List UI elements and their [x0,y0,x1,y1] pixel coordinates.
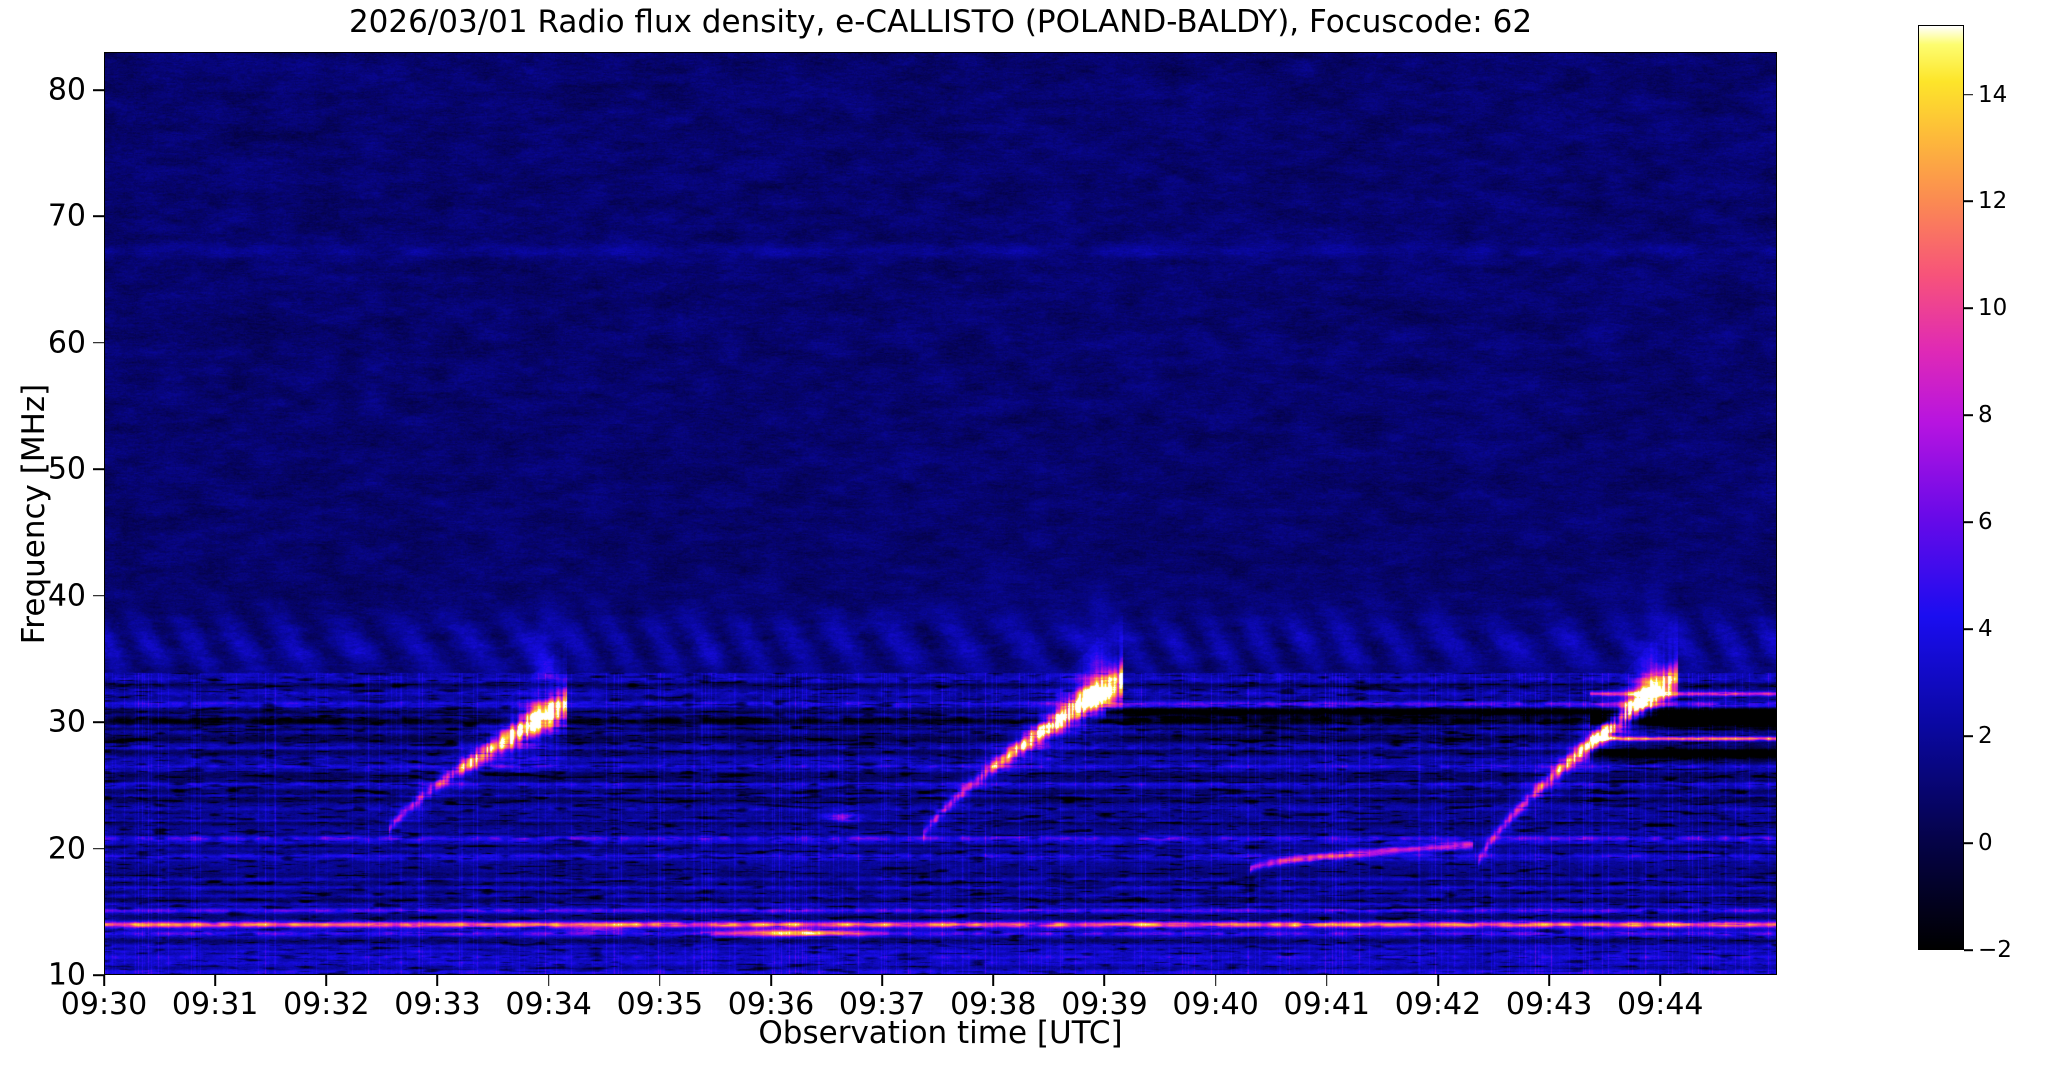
y-tick [93,594,104,597]
colorbar-tick [1964,735,1973,737]
x-tick [325,975,328,986]
colorbar-tick-label: 4 [1978,616,1993,643]
x-tick-label: 09:40 [1172,987,1259,1022]
y-axis-label: Frequency [MHz] [16,383,52,645]
figure-title: 2026/03/01 Radio flux density, e-CALLIST… [348,4,1533,40]
x-tick-label: 09:36 [727,987,815,1022]
x-tick-label: 09:43 [1505,987,1593,1022]
x-tick [659,975,661,986]
x-tick-label: 09:31 [171,987,259,1022]
x-tick-label: 09:30 [60,987,148,1022]
x-tick-label: 09:38 [950,987,1037,1022]
colorbar-tick [1964,200,1973,203]
y-tick [93,89,104,91]
y-axis: Frequency [MHz] 80 70 60 50 40 30 20 10 [0,52,104,993]
x-tick-label: 09:41 [1283,987,1371,1022]
colorbar-tick-label: 8 [1978,402,1993,429]
y-tick [93,215,104,218]
x-tick [1548,975,1550,986]
x-tick [1659,975,1662,986]
x-tick [770,975,772,986]
colorbar-tick-label: 6 [1978,509,1993,536]
x-tick-label: 09:34 [505,987,592,1022]
y-tick-label: 20 [47,831,86,867]
colorbar-tick [1964,93,1973,96]
colorbar-tick-label: 14 [1978,81,2008,108]
x-tick [1103,975,1106,986]
y-tick-label: 50 [47,451,86,487]
x-tick [992,975,995,986]
x-tick [214,975,216,986]
x-tick [1437,975,1439,986]
y-tick-label: 70 [47,198,86,234]
spectrogram-image [105,53,1776,974]
x-tick [436,975,439,986]
x-tick-label: 09:39 [1061,987,1148,1022]
colorbar-tick-label: 0 [1978,830,1993,857]
x-tick-label: 09:44 [1617,987,1704,1022]
colorbar-tick [1964,307,1973,310]
x-tick [881,975,883,986]
y-tick-label: 60 [47,325,86,361]
x-axis-label: Observation time [UTC] [758,1015,1123,1051]
x-tick-label: 09:33 [394,987,481,1022]
x-tick [103,975,105,986]
y-tick [93,974,104,976]
y-tick-label: 30 [47,704,86,740]
spectrogram-plot-area [104,52,1777,975]
colorbar-tick-label: 12 [1978,188,2008,215]
y-tick [93,847,104,850]
x-tick-label: 09:35 [616,987,704,1022]
x-tick-label: 09:32 [283,987,370,1022]
y-tick [93,468,104,471]
x-tick-label: 09:37 [838,987,926,1022]
x-tick [1214,975,1217,986]
y-tick-label: 10 [47,957,86,993]
x-tick [1325,975,1328,986]
colorbar-ticks: 14 12 10 8 6 4 2 0 −2 [1964,25,2044,963]
x-tick [547,975,550,986]
y-tick [93,342,104,344]
colorbar-tick-label: −2 [1978,937,2012,963]
colorbar-gradient-box [1918,25,1964,950]
x-axis: 09:30 09:31 09:32 09:33 09:34 09:35 09:36 09:37… [61,975,1777,1067]
colorbar-tick [1964,628,1973,630]
y-tick-label: 40 [47,578,86,614]
colorbar-tick [1964,521,1973,524]
y-tick-label: 80 [47,72,86,108]
x-tick-label: 09:42 [1394,987,1482,1022]
colorbar-tick-label: 2 [1978,723,1993,750]
colorbar-gradient [1919,26,1963,949]
colorbar-tick [1964,842,1973,844]
colorbar-tick [1964,949,1973,951]
colorbar-tick-label: 10 [1978,295,2008,322]
colorbar-tick [1964,414,1973,417]
y-tick [93,721,104,723]
